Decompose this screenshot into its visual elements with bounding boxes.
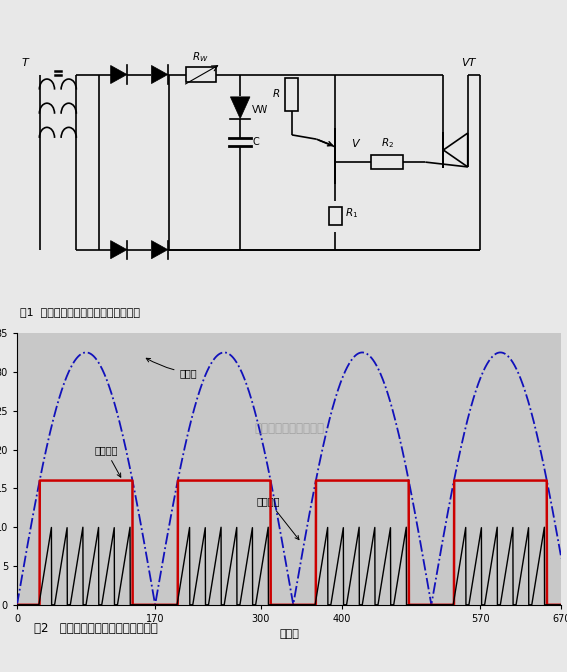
Bar (186, 67, 215, 82)
Text: 图1  单结晶体管构成的晶闸管触发电路: 图1 单结晶体管构成的晶闸管触发电路 (20, 307, 139, 317)
Polygon shape (151, 241, 168, 259)
Text: 申层电压: 申层电压 (94, 446, 121, 477)
Text: $R_W$: $R_W$ (192, 50, 209, 64)
Polygon shape (230, 97, 250, 118)
Polygon shape (111, 65, 127, 83)
Text: $R_2$: $R_2$ (380, 136, 393, 150)
Text: T: T (22, 58, 28, 69)
Bar (285, 77, 298, 111)
Text: VW: VW (252, 105, 268, 114)
X-axis label: 一角度: 一角度 (279, 630, 299, 639)
Text: $R_1$: $R_1$ (345, 206, 358, 220)
Text: C: C (252, 137, 259, 147)
Text: 触发电压: 触发电压 (257, 496, 299, 540)
Text: 俩直压: 俩直压 (146, 358, 197, 378)
Polygon shape (111, 241, 127, 259)
Polygon shape (151, 65, 168, 83)
Text: R: R (273, 89, 280, 99)
Text: 图2   单结晶体管晶闸管触发电路波形: 图2 单结晶体管晶闸管触发电路波形 (34, 622, 158, 635)
Bar (329, 208, 342, 226)
Bar (371, 155, 404, 169)
Text: VT: VT (462, 58, 476, 69)
Text: V: V (350, 139, 358, 149)
Text: 杭州格睷科技有限公司: 杭州格睷科技有限公司 (254, 421, 324, 435)
